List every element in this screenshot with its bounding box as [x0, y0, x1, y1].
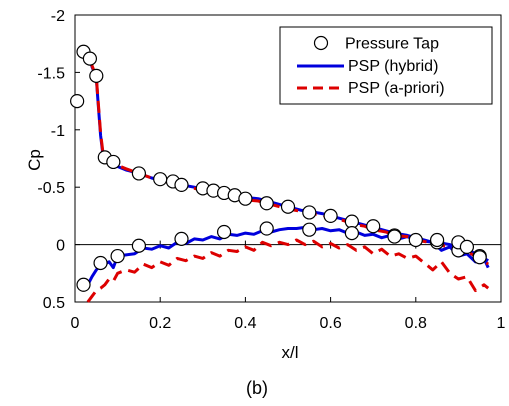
x-tick-label: 0 — [71, 315, 80, 332]
series-line-apriori-1 — [86, 238, 490, 303]
pressure-tap-point — [323, 208, 338, 223]
legend-label-pressure-tap: Pressure Tap — [345, 36, 439, 53]
x-tick-label: 1 — [497, 315, 506, 332]
x-tick-label: 0.6 — [319, 315, 341, 332]
axes: 0 0.2 0.4 0.6 0.8 1 -2 -1.5 -1 -0.5 0 0.5 — [37, 8, 505, 332]
pressure-tap-point — [408, 232, 423, 248]
pressure-tap-point — [174, 177, 189, 193]
x-tick-label: 0.4 — [234, 315, 256, 332]
pressure-tap-point — [259, 221, 274, 236]
pressure-tap-point — [70, 93, 85, 109]
pressure-tap-point — [344, 226, 359, 241]
y-tick-label: 0 — [56, 238, 65, 255]
x-axis-label: x/l — [282, 343, 299, 362]
pressure-tap-point — [472, 250, 487, 265]
figure-caption: (b) — [246, 378, 268, 398]
pressure-tap-point — [459, 239, 475, 254]
series-line-hybrid-1 — [86, 225, 490, 286]
y-tick-label: 0.5 — [43, 295, 65, 312]
y-tick-label: -1 — [51, 123, 65, 140]
legend-marker-pressure-tap — [313, 35, 329, 51]
pressure-tap-point — [174, 231, 189, 246]
legend-label-apriori: PSP (a-priori) — [348, 80, 445, 97]
legend: Pressure Tap PSP (hybrid) PSP (a-priori) — [279, 26, 493, 105]
pressure-tap-point — [238, 191, 253, 206]
pressure-tap-point — [280, 199, 296, 214]
pressure-tap-point — [387, 229, 402, 244]
pressure-tap-point — [110, 248, 125, 264]
plot-frame — [74, 14, 502, 303]
pressure-tap-point — [217, 224, 232, 240]
pressure-tap-point — [259, 196, 274, 211]
pressure-tap-point — [302, 222, 317, 237]
y-tick-label: -2 — [51, 8, 65, 25]
pressure-tap-point — [153, 172, 168, 187]
pressure-tap-point — [93, 255, 108, 271]
y-tick-label: -0.5 — [37, 180, 65, 197]
y-tick-label: -1.5 — [37, 65, 65, 82]
pressure-tap-point — [366, 219, 381, 234]
x-tick-label: 0.8 — [405, 315, 427, 332]
y-axis-label: Cp — [25, 149, 44, 171]
legend-label-hybrid: PSP (hybrid) — [348, 58, 438, 75]
pressure-tap-point — [76, 277, 91, 292]
pressure-tap-point — [106, 154, 121, 170]
pressure-tap-point — [302, 205, 317, 220]
pressure-tap-point — [82, 51, 98, 66]
pressure-tap-point — [131, 238, 146, 253]
pressure-tap-point — [430, 232, 445, 248]
pressure-tap-point — [131, 166, 146, 181]
pressure-tap-point — [89, 68, 104, 83]
plot-series — [70, 44, 490, 303]
x-tick-label: 0.2 — [149, 315, 171, 332]
